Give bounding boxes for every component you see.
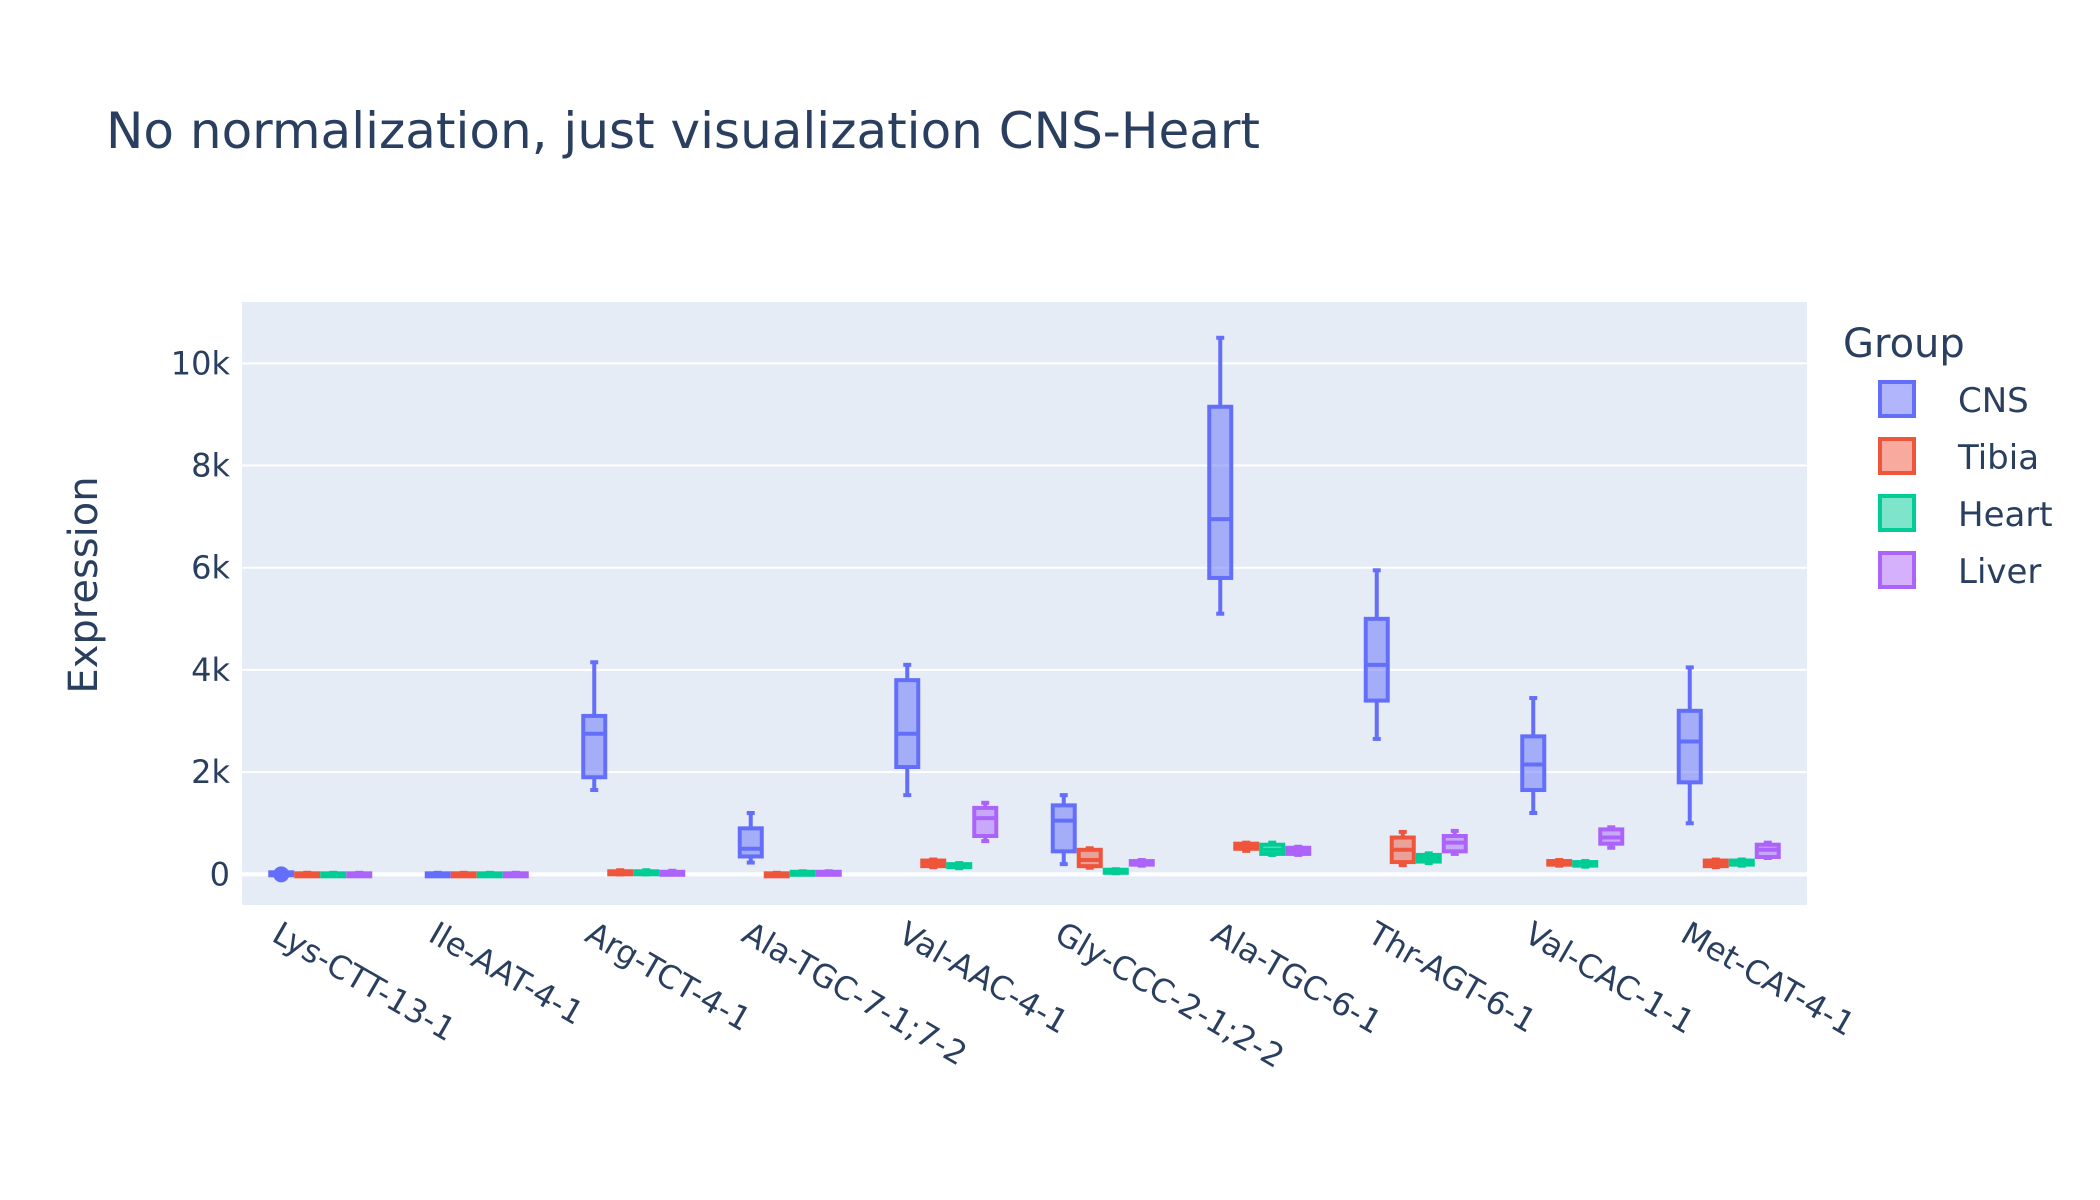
box-body bbox=[737, 826, 764, 859]
box-body bbox=[1050, 803, 1077, 854]
box-heart[interactable] bbox=[633, 868, 660, 877]
x-tick-label: Thr-AGT-6-1 bbox=[1361, 914, 1543, 1041]
box-heart[interactable] bbox=[320, 870, 347, 879]
box-cns[interactable] bbox=[1676, 665, 1703, 826]
x-tick-label: Met-CAT-4-1 bbox=[1675, 914, 1862, 1044]
legend-item-heart[interactable]: Heart bbox=[1878, 494, 2053, 535]
box-body bbox=[1207, 404, 1234, 580]
box-body bbox=[581, 713, 608, 780]
box-tibia[interactable] bbox=[1233, 840, 1260, 853]
box-cns[interactable] bbox=[894, 662, 921, 798]
box-body bbox=[1676, 708, 1703, 785]
legend-swatch bbox=[1878, 551, 1916, 589]
box-tibia[interactable] bbox=[1076, 846, 1103, 870]
box-liver[interactable] bbox=[1285, 844, 1312, 857]
box-liver[interactable] bbox=[1441, 828, 1468, 856]
x-tick-label: Val-CAC-1-1 bbox=[1518, 914, 1701, 1042]
y-tick-label: 10k bbox=[171, 344, 231, 382]
y-tick-label: 6k bbox=[191, 549, 230, 587]
box-cns[interactable] bbox=[1207, 335, 1234, 616]
gridlines bbox=[242, 362, 1807, 877]
box-cns[interactable] bbox=[1050, 793, 1077, 867]
box-body bbox=[1363, 616, 1390, 703]
legend-item-tibia[interactable]: Tibia bbox=[1878, 437, 2039, 478]
box-heart[interactable] bbox=[946, 861, 973, 871]
box-tibia[interactable] bbox=[1702, 857, 1729, 870]
x-axis-ticks: Lys-CTT-13-1Ile-AAT-4-1Arg-TCT-4-1Ala-TG… bbox=[266, 914, 1861, 1076]
box-heart[interactable] bbox=[1572, 859, 1599, 869]
box-tibia[interactable] bbox=[920, 857, 947, 870]
legend-item-liver[interactable]: Liver bbox=[1878, 551, 2041, 592]
legend-label: Liver bbox=[1958, 552, 2041, 592]
box-tibia[interactable] bbox=[607, 868, 634, 877]
box-marks bbox=[268, 335, 1781, 883]
box-tibia[interactable] bbox=[1546, 858, 1573, 868]
box-heart[interactable] bbox=[1102, 867, 1129, 876]
box-tibia[interactable] bbox=[450, 870, 477, 879]
box-liver[interactable] bbox=[1598, 825, 1625, 850]
box-body bbox=[972, 805, 999, 839]
box-liver[interactable] bbox=[346, 870, 373, 879]
box-liver[interactable] bbox=[1128, 858, 1155, 868]
box-liver[interactable] bbox=[659, 868, 686, 877]
box-liver[interactable] bbox=[972, 800, 999, 844]
box-body bbox=[894, 678, 921, 770]
legend-label: Tibia bbox=[1957, 438, 2039, 478]
x-tick-label: Arg-TCT-4-1 bbox=[579, 914, 757, 1039]
legend-label: CNS bbox=[1958, 381, 2029, 421]
box-heart[interactable] bbox=[1259, 840, 1286, 857]
y-tick-label: 0 bbox=[210, 855, 230, 893]
box-liver[interactable] bbox=[502, 870, 529, 879]
box-cns[interactable] bbox=[424, 870, 451, 879]
box-cns[interactable] bbox=[737, 811, 764, 865]
box-cns[interactable] bbox=[1363, 568, 1390, 741]
outlier-point bbox=[273, 866, 290, 883]
box-tibia[interactable] bbox=[294, 870, 321, 879]
legend-title: Group bbox=[1843, 321, 1965, 367]
legend-item-cns[interactable]: CNS bbox=[1878, 380, 2029, 421]
plot-area bbox=[242, 302, 1807, 905]
box-heart[interactable] bbox=[1728, 857, 1755, 868]
legend-swatch bbox=[1878, 494, 1916, 532]
box-tibia[interactable] bbox=[763, 870, 790, 879]
box-liver[interactable] bbox=[815, 869, 842, 877]
legend-label: Heart bbox=[1958, 495, 2053, 535]
box-cns[interactable] bbox=[1520, 696, 1547, 816]
y-tick-label: 8k bbox=[191, 447, 230, 485]
box-cns[interactable] bbox=[581, 660, 608, 793]
box-body bbox=[1076, 847, 1103, 869]
y-tick-label: 4k bbox=[191, 651, 230, 689]
legend-swatch bbox=[1878, 437, 1916, 475]
box-tibia[interactable] bbox=[1389, 829, 1416, 868]
box-heart[interactable] bbox=[476, 870, 503, 879]
box-heart[interactable] bbox=[1415, 851, 1442, 866]
y-axis-title: Expression bbox=[61, 476, 107, 693]
legend-swatch bbox=[1878, 380, 1916, 418]
legend[interactable]: CNS Tibia Heart Liver bbox=[1878, 380, 2053, 592]
chart-title: No normalization, just visualization CNS… bbox=[106, 102, 1260, 160]
y-axis-ticks: 0 2k 4k 6k 8k 10k bbox=[171, 344, 231, 893]
box-heart[interactable] bbox=[789, 869, 816, 877]
box-liver[interactable] bbox=[1754, 840, 1781, 860]
y-tick-label: 2k bbox=[191, 753, 230, 791]
